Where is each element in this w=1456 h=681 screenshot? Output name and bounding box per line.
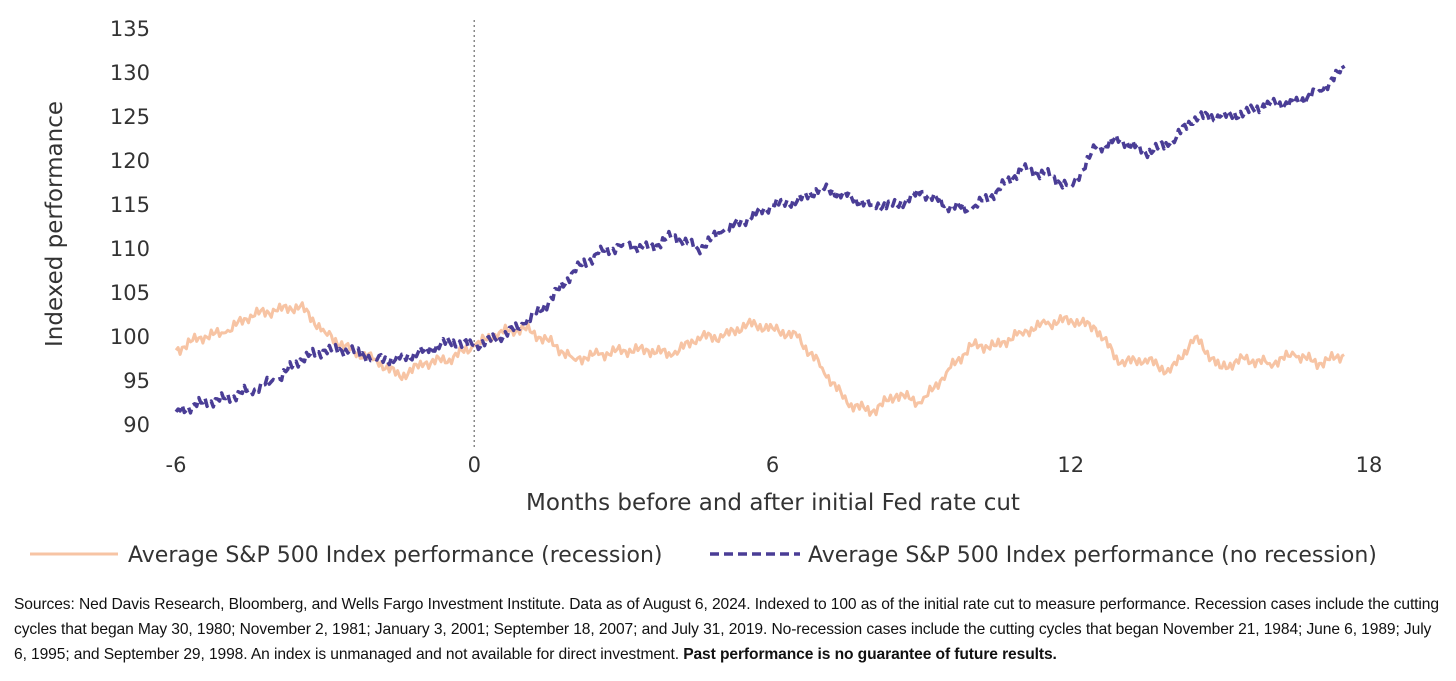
- legend-label-recession: Average S&P 500 Index performance (reces…: [128, 543, 662, 568]
- y-tick-label: 120: [110, 149, 150, 173]
- y-tick-label: 90: [123, 413, 150, 437]
- y-axis-ticks: 90 95 100 105 110 115 120 125 130 135: [110, 17, 150, 437]
- x-tick-label: 18: [1356, 453, 1383, 477]
- x-axis-label: Months before and after initial Fed rate…: [526, 490, 1020, 516]
- y-axis-label: Indexed performance: [42, 101, 68, 347]
- y-tick-label: 115: [110, 193, 150, 217]
- legend-label-no-recession: Average S&P 500 Index performance (no re…: [808, 543, 1377, 568]
- series-line-no-recession: [174, 63, 1346, 415]
- x-tick-label: -6: [166, 453, 187, 477]
- y-tick-label: 95: [123, 369, 150, 393]
- y-tick-label: 125: [110, 105, 150, 129]
- y-tick-label: 135: [110, 17, 150, 41]
- x-tick-label: 0: [468, 453, 481, 477]
- x-tick-label: 12: [1057, 453, 1084, 477]
- source-footnote: Sources: Ned Davis Research, Bloomberg, …: [14, 592, 1446, 667]
- footnote-text: Sources: Ned Davis Research, Bloomberg, …: [14, 596, 1439, 663]
- x-axis-ticks: -6 0 6 12 18: [166, 453, 1383, 477]
- y-tick-label: 100: [110, 325, 150, 349]
- series-line-recession: [174, 301, 1345, 417]
- chart: 90 95 100 105 110 115 120 125 130 135 -6 0 6 12 18 In…: [30, 17, 1383, 568]
- series-layer: [174, 63, 1346, 417]
- y-tick-label: 105: [110, 281, 150, 305]
- legend: Average S&P 500 Index performance (reces…: [30, 543, 1377, 568]
- footnote-disclaimer: Past performance is no guarantee of futu…: [683, 646, 1057, 663]
- y-tick-label: 110: [110, 237, 150, 261]
- x-tick-label: 6: [766, 453, 779, 477]
- y-tick-label: 130: [110, 61, 150, 85]
